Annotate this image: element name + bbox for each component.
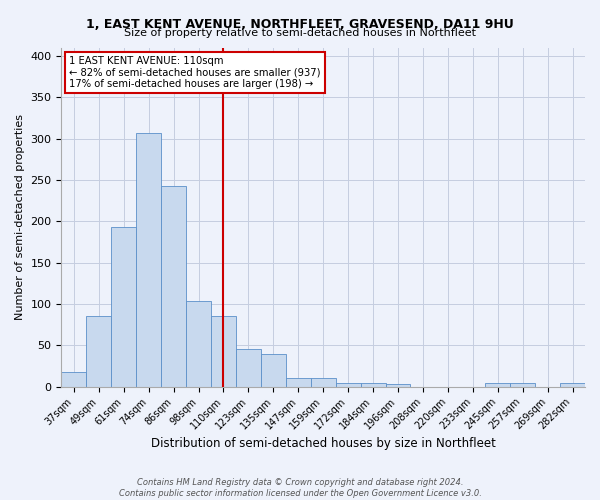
Bar	[86, 316, 111, 386]
Bar	[261, 354, 286, 386]
Bar	[136, 132, 161, 386]
Bar	[161, 186, 186, 386]
Bar	[236, 350, 261, 387]
Bar	[386, 384, 410, 386]
Bar	[211, 316, 236, 386]
X-axis label: Distribution of semi-detached houses by size in Northfleet: Distribution of semi-detached houses by …	[151, 437, 496, 450]
Text: Contains HM Land Registry data © Crown copyright and database right 2024.
Contai: Contains HM Land Registry data © Crown c…	[119, 478, 481, 498]
Bar	[111, 227, 136, 386]
Bar	[510, 384, 535, 386]
Bar	[335, 384, 361, 386]
Bar	[560, 382, 585, 386]
Text: 1 EAST KENT AVENUE: 110sqm
← 82% of semi-detached houses are smaller (937)
17% o: 1 EAST KENT AVENUE: 110sqm ← 82% of semi…	[69, 56, 321, 89]
Bar	[61, 372, 86, 386]
Bar	[186, 300, 211, 386]
Bar	[286, 378, 311, 386]
Bar	[311, 378, 335, 386]
Text: 1, EAST KENT AVENUE, NORTHFLEET, GRAVESEND, DA11 9HU: 1, EAST KENT AVENUE, NORTHFLEET, GRAVESE…	[86, 18, 514, 30]
Y-axis label: Number of semi-detached properties: Number of semi-detached properties	[15, 114, 25, 320]
Text: Size of property relative to semi-detached houses in Northfleet: Size of property relative to semi-detach…	[124, 28, 476, 38]
Bar	[361, 382, 386, 386]
Bar	[485, 382, 510, 386]
